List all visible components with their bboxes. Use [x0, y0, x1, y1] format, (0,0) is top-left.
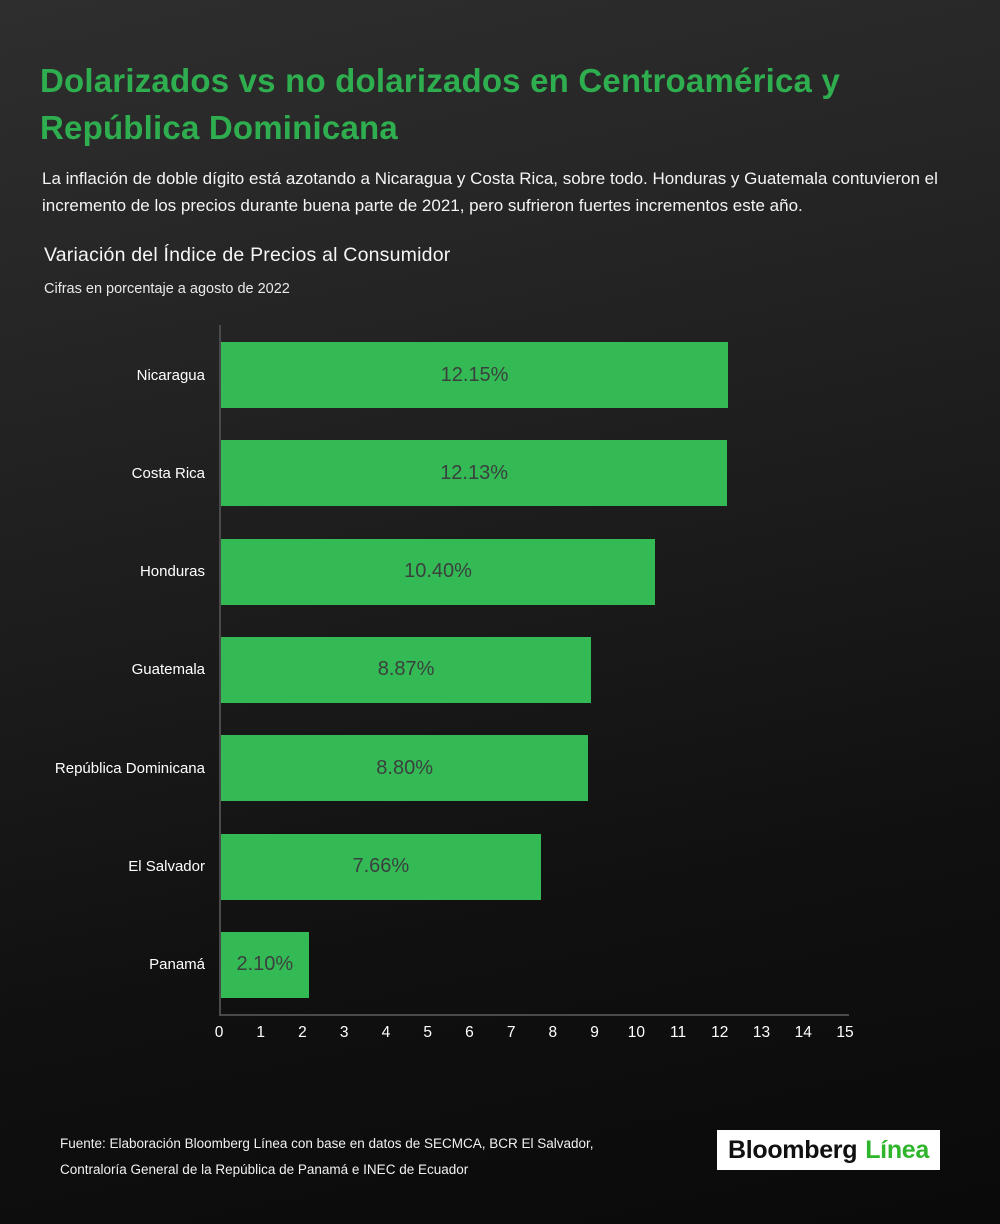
- x-tick-label: 15: [836, 1024, 854, 1041]
- bar-row: Nicaragua 12.15%: [0, 326, 1000, 424]
- x-axis-ticks: 0 1 2 3 4 5 6 7 8 9 10 11 12 13 14 15: [215, 1024, 854, 1050]
- x-tick-label: 4: [381, 1024, 391, 1041]
- x-tick-label: 13: [752, 1024, 771, 1041]
- logo-text-bloomberg: Bloomberg: [727, 1135, 858, 1164]
- page-lede: La inflación de doble dígito está azotan…: [42, 169, 938, 216]
- category-label: Panamá: [149, 956, 205, 974]
- bar: 7.66%: [221, 833, 541, 900]
- chart-subtitle: Cifras en porcentaje a agosto de 2022: [44, 281, 290, 297]
- bar-rows: Nicaragua 12.15% Costa Rica 12.13% Honduras 1…: [0, 326, 1000, 1014]
- category-label: Guatemala: [131, 661, 205, 679]
- category-label: Honduras: [139, 563, 205, 581]
- x-tick-label: 8: [548, 1024, 558, 1041]
- x-tick-label: 1: [256, 1024, 266, 1041]
- bloomberg-linea-logo: Bloomberg Línea: [716, 1130, 940, 1170]
- x-tick-label: 9: [590, 1024, 599, 1041]
- bar: 8.80%: [221, 735, 589, 802]
- source-line-1: Fuente: Elaboración Bloomberg Línea con …: [60, 1136, 594, 1151]
- logo-text-linea: Línea: [865, 1135, 929, 1164]
- bar-row: Panamá 2.10%: [0, 916, 1000, 1014]
- x-tick-label: 10: [627, 1024, 645, 1041]
- bar-value-label: 12.13%: [440, 461, 509, 484]
- bar-row: Costa Rica 12.13%: [0, 424, 1000, 522]
- x-tick-label: 6: [465, 1024, 474, 1041]
- bar-row: República Dominicana 8.80%: [0, 719, 1000, 817]
- source-note: Fuente: Elaboración Bloomberg Línea con …: [60, 1131, 594, 1182]
- bar-value-label: 12.15%: [440, 363, 509, 386]
- category-label: El Salvador: [128, 858, 205, 876]
- x-axis-line: [219, 1014, 849, 1016]
- x-tick-label: 2: [298, 1024, 307, 1041]
- page-title: Dolarizados vs no dolarizados en Centroa…: [40, 62, 841, 146]
- x-tick-label: 3: [339, 1024, 349, 1041]
- category-label: Nicaragua: [136, 366, 205, 384]
- category-label: Costa Rica: [131, 464, 205, 482]
- bar: 8.87%: [221, 636, 592, 703]
- source-line-2: Contraloría General de la República de P…: [60, 1161, 469, 1177]
- x-tick-label: 0: [214, 1024, 224, 1041]
- bar-value-label: 2.10%: [236, 953, 294, 976]
- y-axis-line: [219, 325, 221, 1016]
- x-tick-label: 11: [670, 1024, 687, 1041]
- category-label: República Dominicana: [54, 759, 205, 777]
- bar-value-label: 7.66%: [352, 855, 410, 878]
- bar-row: Honduras 10.40%: [0, 523, 1000, 621]
- bar: 12.13%: [221, 440, 728, 507]
- x-tick-label: 12: [711, 1024, 729, 1041]
- bar: 10.40%: [221, 538, 656, 605]
- bar-value-label: 8.80%: [376, 756, 433, 779]
- bar-row: El Salvador 7.66%: [0, 817, 1000, 915]
- x-tick-label: 7: [506, 1024, 516, 1041]
- bar: 2.10%: [221, 931, 309, 998]
- bar-row: Guatemala 8.87%: [0, 621, 1000, 719]
- bar-value-label: 8.87%: [377, 658, 435, 681]
- x-tick-label: 14: [794, 1024, 812, 1041]
- bar-value-label: 10.40%: [404, 560, 472, 583]
- chart-title: Variación del Índice de Precios al Consu…: [44, 244, 451, 266]
- bar: 12.15%: [221, 342, 729, 409]
- x-tick-label: 5: [423, 1024, 432, 1041]
